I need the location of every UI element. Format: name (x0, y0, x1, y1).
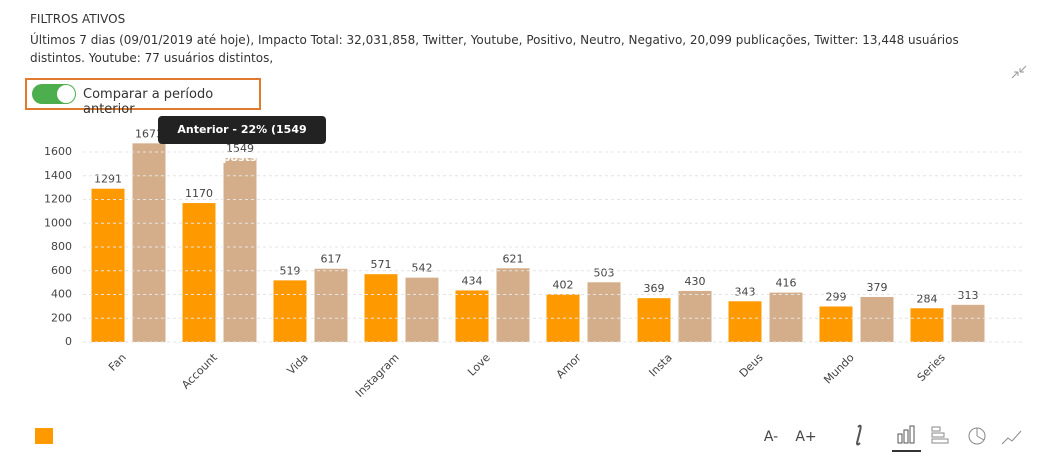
value-label: 379 (867, 281, 888, 294)
bar (728, 301, 762, 342)
value-label: 542 (412, 262, 433, 275)
bar (223, 158, 257, 342)
filters-title: FILTROS ATIVOS (30, 12, 126, 26)
pie-icon[interactable] (968, 427, 986, 445)
y-tick-label: 600 (51, 264, 72, 277)
info-icon[interactable] (855, 424, 862, 446)
value-label: 503 (594, 266, 615, 279)
toggle-box[interactable]: Comparar a período anterior (25, 78, 261, 117)
x-tick-label: Account (179, 351, 220, 392)
bar (273, 280, 307, 342)
value-label: 434 (462, 274, 483, 287)
bar (637, 298, 671, 342)
x-tick-label: Mundo (821, 351, 857, 387)
bar (769, 292, 803, 342)
bar (132, 143, 166, 342)
legend-swatch (35, 428, 53, 444)
bar (314, 268, 348, 342)
bar-icon[interactable] (892, 425, 921, 452)
y-tick-label: 800 (51, 240, 72, 253)
x-tick-label: Love (465, 351, 493, 379)
bar (405, 277, 439, 342)
value-label: 402 (553, 278, 574, 291)
value-label: 369 (644, 282, 665, 295)
x-tick-label: Fan (106, 351, 129, 374)
y-tick-label: 1400 (44, 169, 72, 182)
y-tick-label: 1600 (44, 145, 72, 158)
toggle-switch[interactable] (32, 84, 76, 104)
y-tick-label: 400 (51, 288, 72, 301)
y-tick-label: 1000 (44, 216, 72, 229)
value-label: 571 (371, 258, 392, 271)
bar (587, 282, 621, 342)
bar (678, 290, 712, 342)
font-smaller[interactable]: A- (764, 429, 778, 445)
bar (364, 274, 398, 342)
x-tick-label: Vida (285, 351, 311, 377)
toggle-label: Comparar a período anterior (83, 87, 214, 117)
y-tick-label: 0 (65, 335, 72, 348)
filters-text: Últimos 7 dias (09/01/2019 até hoje), Im… (30, 33, 959, 65)
font-larger[interactable]: A+ (795, 429, 816, 445)
bar (91, 188, 125, 342)
x-tick-label: Insta (646, 351, 674, 379)
x-tick-label: Series (915, 351, 948, 384)
value-label: 1673 (135, 127, 163, 140)
value-label: 621 (503, 252, 524, 265)
x-tick-label: Amor (554, 351, 584, 381)
bar (819, 306, 853, 342)
value-label: 1170 (185, 187, 213, 200)
value-label: 416 (776, 277, 797, 290)
bar (496, 268, 530, 342)
value-label: 299 (826, 290, 847, 303)
tooltip: Anterior - 22% (1549 posts) (158, 116, 326, 164)
bar (182, 203, 216, 342)
line-icon[interactable] (1001, 430, 1022, 445)
x-tick-label: Instagram (353, 351, 402, 400)
bar (455, 290, 489, 342)
hbar-icon[interactable] (931, 426, 949, 444)
value-label: 284 (917, 292, 938, 305)
value-label: 1291 (94, 173, 122, 186)
collapse-icon[interactable] (1011, 65, 1027, 79)
value-label: 617 (321, 253, 342, 266)
value-label: 343 (735, 285, 756, 298)
y-tick-label: 200 (51, 311, 72, 324)
value-label: 313 (958, 289, 979, 302)
bar (860, 296, 894, 342)
bar (910, 308, 944, 342)
x-tick-label: Deus (737, 351, 766, 380)
value-label: 430 (685, 275, 706, 288)
y-tick-label: 1200 (44, 193, 72, 206)
bar (951, 304, 985, 342)
